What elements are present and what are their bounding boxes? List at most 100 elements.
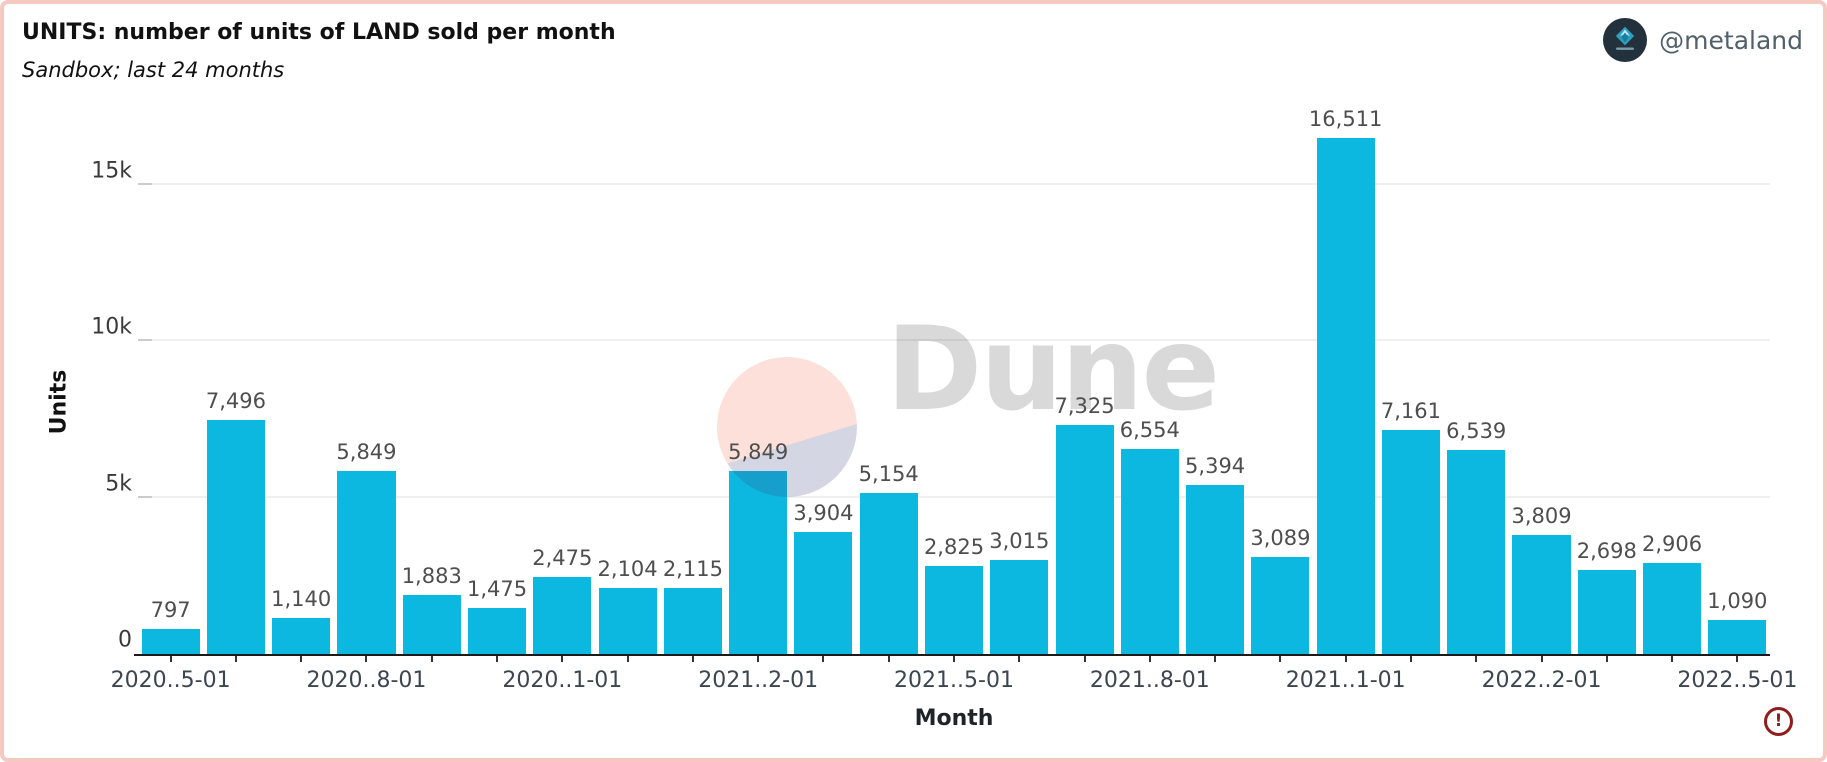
bar-value-label: 16,511: [1308, 107, 1383, 131]
bar-value-label: 3,904: [793, 501, 854, 525]
bar-value-label: 5,154: [858, 461, 919, 486]
plot-area: 0 5k 10k 15k 797 2020..5-01 7,496 1,140 5,849 202…: [91, 107, 1797, 693]
dune-watermark-text: Dune: [886, 302, 1220, 437]
bar-value-label: 3,089: [1250, 526, 1311, 551]
bar[interactable]: [272, 618, 331, 654]
author-badge[interactable]: @metaland: [1603, 18, 1803, 62]
bar[interactable]: [533, 576, 592, 654]
x-tick-label: 2021..8-01: [1089, 668, 1210, 693]
bar[interactable]: [206, 419, 265, 654]
x-tick: [1214, 656, 1217, 662]
x-tick-label: 2021..2-01: [698, 668, 819, 693]
x-tick: [561, 656, 564, 662]
y-tick-label: 5k: [105, 471, 132, 497]
alert-exclamation: !: [1774, 711, 1783, 731]
bar-value-label: 5,849: [336, 440, 397, 465]
bar-value-label: 1,140: [271, 587, 332, 612]
bar-value-label: 6,554: [1119, 418, 1180, 443]
x-tick: [757, 656, 760, 662]
bar-value-label: 3,015: [989, 528, 1050, 553]
y-tick: [138, 183, 152, 186]
error-alert-icon[interactable]: !: [1764, 707, 1793, 736]
bar-value-label: 2,475: [532, 545, 593, 570]
bar[interactable]: [1577, 569, 1636, 654]
x-tick: [1083, 656, 1086, 662]
bar[interactable]: [1251, 557, 1310, 654]
gridline-10k: [138, 339, 1770, 342]
bar[interactable]: [598, 588, 657, 654]
bar[interactable]: [924, 565, 984, 654]
x-tick: [496, 656, 499, 662]
bar[interactable]: [1512, 534, 1571, 654]
chart-title: UNITS: number of units of LAND sold per …: [22, 20, 616, 45]
bar-value-label: 7,161: [1380, 399, 1442, 424]
bar[interactable]: [794, 532, 853, 654]
x-axis-title: Month: [914, 706, 994, 731]
y-axis-title: Units: [46, 369, 72, 435]
bar-value-label: 2,104: [597, 557, 658, 582]
x-tick-label: 2020..1-01: [502, 668, 623, 693]
x-tick: [1540, 656, 1543, 662]
bar-value-label: 5,849: [728, 440, 789, 465]
bar[interactable]: [337, 471, 396, 654]
y-tick-label: 0: [118, 627, 132, 653]
x-tick-label: 2021..5-01: [894, 668, 1014, 693]
y-tick-label: 10k: [91, 314, 132, 340]
x-tick: [430, 656, 433, 662]
y-tick: [138, 495, 152, 498]
bar[interactable]: [402, 595, 461, 654]
bar[interactable]: [1643, 563, 1702, 654]
x-tick: [1279, 656, 1282, 662]
bar-value-label: 6,539: [1446, 418, 1507, 443]
bar-value-label: 5,394: [1185, 454, 1246, 479]
bar[interactable]: [1708, 619, 1767, 654]
bar-value-label: 797: [150, 598, 191, 623]
x-tick-label: 2022..2-01: [1481, 668, 1602, 693]
bar[interactable]: [141, 629, 200, 654]
dune-logo-watermark-icon: [717, 357, 857, 497]
bar-value-label: 1,090: [1707, 588, 1768, 613]
x-tick: [953, 656, 955, 662]
x-tick: [822, 656, 825, 662]
bar[interactable]: [1055, 425, 1114, 654]
x-tick-label: 2020..5-01: [110, 668, 231, 693]
bar-value-label: 3,809: [1511, 503, 1572, 528]
x-tick: [691, 656, 694, 662]
bar-value-label: 2,906: [1642, 532, 1703, 557]
bar-value-label: 7,325: [1054, 394, 1115, 419]
x-tick: [234, 656, 237, 662]
bar-value-label: 2,698: [1576, 538, 1637, 563]
bar[interactable]: [859, 492, 918, 654]
x-tick: [1148, 656, 1151, 662]
bar-value-label: 1,475: [466, 576, 528, 601]
y-tick-label: 15k: [91, 158, 132, 184]
bar[interactable]: [1186, 485, 1245, 654]
x-tick: [300, 656, 303, 662]
x-tick-label: 2020..8-01: [306, 668, 427, 693]
x-tick: [169, 656, 172, 662]
bar-value-label: 2,115: [662, 556, 723, 581]
x-axis-line: [134, 654, 1770, 656]
x-tick: [1736, 656, 1739, 662]
metaland-avatar-icon: [1603, 18, 1648, 62]
bar[interactable]: [1447, 449, 1506, 654]
bar[interactable]: [1120, 449, 1179, 654]
author-handle: @metaland: [1659, 25, 1803, 55]
bar[interactable]: [729, 471, 788, 654]
gridline-5k: [138, 495, 1770, 498]
x-tick-label: 2021..1-01: [1285, 668, 1406, 693]
gridline-15k: [138, 183, 1770, 186]
chart-subtitle: Sandbox; last 24 months: [22, 58, 285, 82]
x-tick: [1671, 656, 1674, 662]
x-tick: [1605, 656, 1608, 662]
bar[interactable]: [1316, 138, 1375, 654]
x-tick: [1018, 656, 1021, 662]
bar[interactable]: [990, 559, 1049, 654]
x-tick: [1475, 656, 1478, 662]
bar[interactable]: [1381, 430, 1440, 654]
bar[interactable]: [467, 607, 527, 654]
x-tick: [887, 656, 890, 662]
y-tick: [138, 339, 152, 342]
bar[interactable]: [663, 587, 722, 654]
